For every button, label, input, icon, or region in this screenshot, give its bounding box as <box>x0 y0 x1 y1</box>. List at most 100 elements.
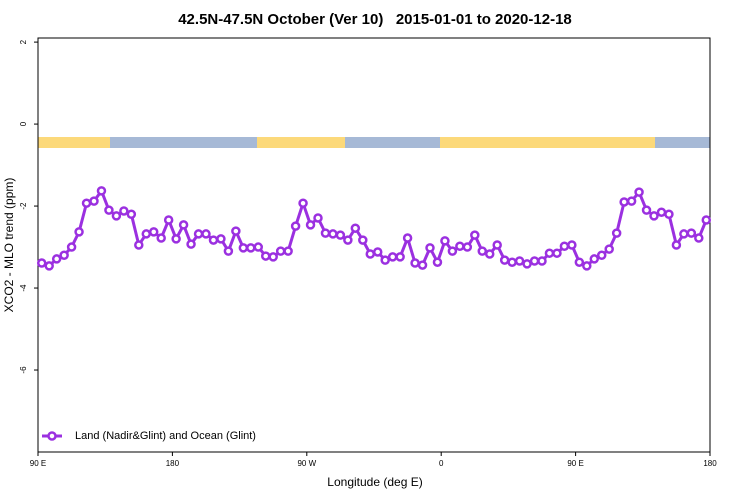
data-point <box>246 243 256 253</box>
data-point <box>455 241 465 251</box>
legend-label: Land (Nadir&Glint) and Ocean (Glint) <box>75 430 256 442</box>
y-tick-label: -6 <box>19 366 28 374</box>
data-point <box>313 213 323 223</box>
ocean-segment <box>345 137 440 148</box>
data-point <box>611 228 622 238</box>
data-point <box>372 247 383 257</box>
data-point <box>350 223 361 233</box>
x-tick-label: 90 W <box>297 459 316 468</box>
data-point <box>387 252 398 262</box>
land-segment <box>38 137 110 148</box>
chart-title: 42.5N-47.5N October (Ver 10) 2015-01-01 … <box>178 11 572 28</box>
data-point <box>201 229 211 239</box>
data-point <box>335 230 346 240</box>
data-point <box>417 260 428 270</box>
data-point <box>119 206 129 216</box>
x-axis-label: Longitude (deg E) <box>327 475 422 489</box>
x-tick-label: 180 <box>703 459 717 468</box>
data-point <box>664 209 674 220</box>
y-tick-label: -2 <box>19 202 28 210</box>
data-point <box>223 246 234 256</box>
data-point <box>208 235 219 245</box>
data-point <box>298 198 308 208</box>
data-point <box>193 229 204 239</box>
data-point <box>402 233 413 243</box>
data-point <box>567 240 577 250</box>
data-point <box>186 239 196 249</box>
data-point <box>380 255 390 265</box>
data-point <box>440 236 450 246</box>
data-point <box>36 258 47 268</box>
data-point <box>492 240 502 250</box>
data-point <box>96 186 107 196</box>
data-point <box>290 221 301 231</box>
ocean-segment <box>655 137 710 148</box>
data-point <box>268 252 278 262</box>
data-point <box>604 244 614 254</box>
data-point <box>148 227 159 237</box>
data-point <box>253 242 264 252</box>
plot-frame <box>37 37 711 453</box>
data-point <box>305 220 316 230</box>
data-point <box>260 251 271 261</box>
data-point <box>283 246 293 256</box>
data-point <box>507 257 517 267</box>
data-point <box>59 250 69 260</box>
data-point <box>425 243 435 253</box>
data-point <box>275 246 286 256</box>
data-point <box>522 259 532 269</box>
data-point <box>111 211 122 221</box>
data-point <box>641 205 652 215</box>
data-point <box>477 246 488 256</box>
data-point <box>156 233 166 243</box>
y-tick-label: 2 <box>19 39 28 44</box>
data-point <box>686 228 697 238</box>
data-point <box>51 254 62 264</box>
data-point <box>66 242 77 252</box>
data-point <box>529 256 540 266</box>
x-tick-label: 0 <box>439 459 444 468</box>
x-tick-label: 180 <box>166 459 180 468</box>
data-point <box>104 205 114 215</box>
data-point <box>574 257 585 267</box>
data-point <box>537 256 547 266</box>
x-tick-label: 90 E <box>30 459 46 468</box>
data-point <box>679 229 689 239</box>
data-point <box>462 242 473 252</box>
data-point <box>171 234 181 244</box>
data-point <box>134 240 144 250</box>
x-tick-label: 90 E <box>567 459 583 468</box>
data-point <box>141 229 152 239</box>
land-segment <box>257 137 345 148</box>
data-point <box>559 241 570 251</box>
legend-marker <box>47 431 57 441</box>
data-point <box>163 215 174 225</box>
ocean-segment <box>110 137 257 148</box>
data-point <box>432 257 443 267</box>
data-point <box>44 261 54 271</box>
data-point <box>514 256 525 266</box>
data-point <box>582 261 592 271</box>
data-point <box>552 248 562 258</box>
data-point <box>701 215 712 225</box>
data-point <box>484 249 495 259</box>
data-point <box>694 233 704 243</box>
data-point <box>365 249 376 259</box>
y-tick-label: 0 <box>19 121 28 126</box>
data-point <box>126 209 137 220</box>
data-point <box>470 230 480 240</box>
data-point <box>619 197 629 207</box>
data-point <box>231 226 241 236</box>
data-point <box>589 254 600 264</box>
land-ocean-strip <box>38 137 710 148</box>
data-point <box>320 228 331 238</box>
data-point <box>328 229 338 239</box>
y-tick-label: -4 <box>19 284 28 292</box>
data-point <box>74 227 84 237</box>
land-segment <box>440 137 655 148</box>
data-point <box>358 235 368 245</box>
data-point <box>671 240 682 250</box>
data-point <box>447 246 458 256</box>
